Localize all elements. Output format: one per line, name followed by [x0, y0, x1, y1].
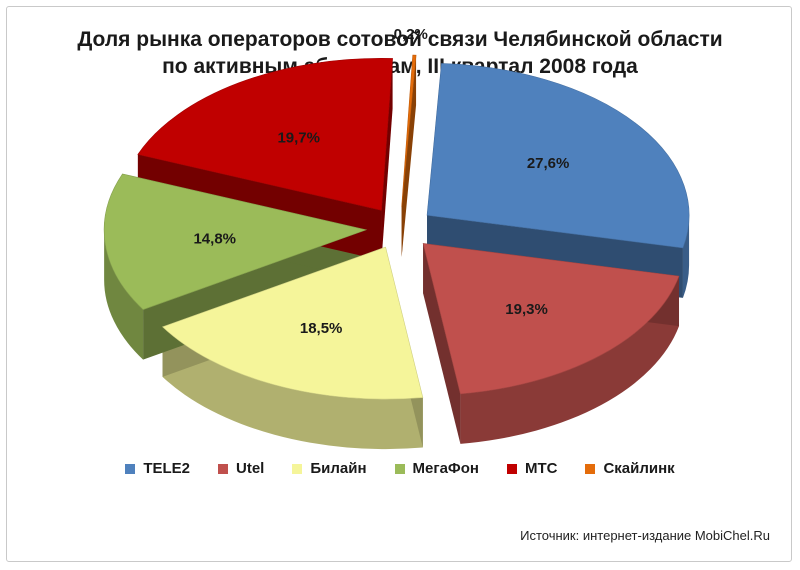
pie-slice-tele2 [426, 63, 690, 249]
legend-item-мегафон: МегаФон [394, 460, 479, 477]
pie-slice-скайлинк [401, 54, 417, 207]
legend-label-tele2: TELE2 [143, 460, 190, 477]
pie-slice-мтс [137, 58, 393, 211]
pie-slice-мегафон [103, 173, 368, 310]
data-label-мегафон: 14,8% [193, 231, 236, 248]
legend-swatch-utel [218, 463, 228, 474]
chart-title-line-1: Доля рынка операторов сотовой связи Челя… [77, 28, 723, 51]
source-note: Источник: интернет-издание MobiChel.Ru [520, 528, 770, 543]
pie-data-labels: 27,6% 19,3% 18,5% 14,8% 19,7% 0,2% [193, 26, 569, 337]
legend-swatch-скайлинк [585, 463, 596, 474]
legend-item-utel: Utel [218, 460, 264, 477]
pie-slice-side-tele2 [682, 215, 690, 298]
legend-swatch-мтс [506, 463, 517, 474]
legend-label-utel: Utel [236, 460, 265, 477]
pie-slice-wall-utel-1 [423, 243, 461, 444]
pie-slice-wall-скайлинк-1 [401, 55, 417, 257]
legend-swatch-билайн [292, 463, 303, 474]
pie-slice-билайн [161, 246, 424, 400]
pie-slice-wall-мтс-1 [381, 58, 393, 261]
chart-legend: TELE2 Utel Билайн МегаФон МТС Скайлинк [0, 460, 800, 477]
legend-item-билайн: Билайн [292, 460, 367, 477]
legend-label-билайн: Билайн [310, 460, 367, 477]
data-label-tele2: 27,6% [527, 155, 570, 172]
data-label-utel: 19,3% [505, 301, 548, 318]
pie-slice-side-билайн [162, 326, 423, 450]
data-label-билайн: 18,5% [300, 320, 343, 337]
legend-swatch-tele2 [125, 463, 136, 474]
pie-slice-tops [103, 54, 690, 400]
legend-item-мтс: МТС [506, 460, 558, 477]
legend-label-мтс: МТС [524, 460, 558, 477]
legend-label-скайлинк: Скайлинк [603, 460, 675, 477]
legend-label-мегафон: МегаФон [412, 460, 479, 477]
legend-item-скайлинк: Скайлинк [585, 460, 675, 477]
pie-slice-utel [422, 243, 680, 395]
data-label-скайлинк: 0,2% [394, 26, 428, 43]
legend-item-tele2: TELE2 [125, 460, 190, 477]
pie-slice-side-мегафон [104, 229, 144, 360]
legend-swatch-мегафон [394, 463, 405, 474]
data-label-мтс: 19,7% [277, 129, 320, 146]
pie-slice-side-utel [460, 276, 680, 444]
